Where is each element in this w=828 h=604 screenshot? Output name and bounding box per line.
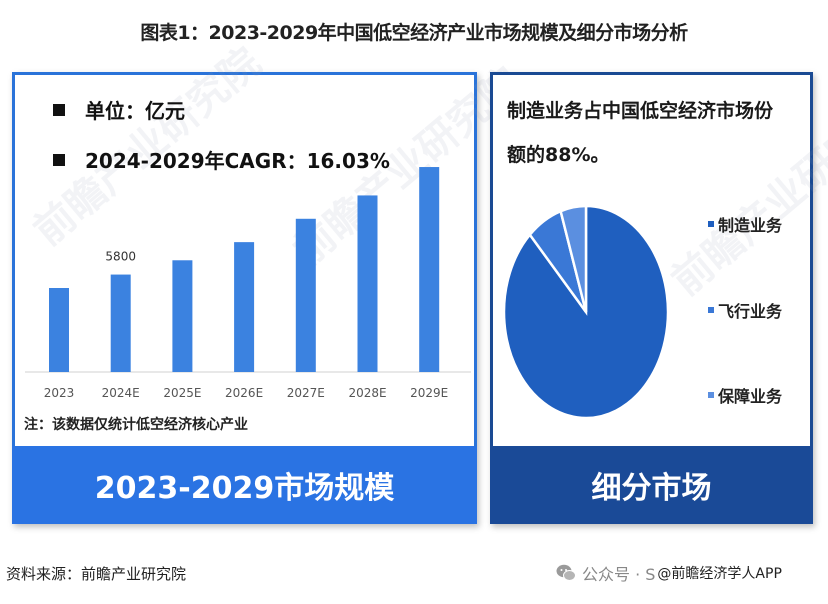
x-tick-label: 2027E: [287, 386, 325, 400]
legend-swatch: [708, 392, 714, 398]
banner-text: 2023-2029市场规模: [94, 471, 395, 506]
legend-item-flight: 飞行业务: [708, 298, 782, 322]
wechat-attribution: 公众号 · S @前瞻经济学人APP: [556, 561, 782, 585]
cagr-text: 2024-2029年CAGR：16.03%: [85, 149, 390, 173]
x-tick-label: 2028E: [348, 386, 386, 400]
wechat-label: 公众号 · S: [582, 565, 656, 584]
bullet-square-icon: [53, 103, 65, 116]
source-text: 资料来源：前瞻产业研究院: [6, 565, 187, 583]
bar: [357, 195, 378, 372]
legend-label: 飞行业务: [718, 302, 783, 321]
x-tick-label: 2023: [44, 386, 75, 400]
x-tick-label: 2029E: [410, 386, 448, 400]
market-size-banner: 2023-2029市场规模: [12, 446, 477, 524]
bar: [234, 242, 255, 372]
chart-note: 注：该数据仅统计低空经济核心产业: [24, 417, 248, 433]
bar: [172, 260, 193, 372]
bar-chart: 2023 2024E 5800 2025E 2026E 2027E 2028E 2029E: [25, 167, 471, 400]
pie-heading-line2: 额的88%。: [507, 144, 610, 166]
pie-chart: [502, 204, 670, 420]
segment-panel: 前瞻产业研究院 制造业务占中国低空经济市场份 额的88%。 制造业务 飞行业务 …: [490, 72, 828, 524]
bar: [419, 167, 440, 372]
pie-heading: 制造业务占中国低空经济市场份 额的88%。: [507, 89, 807, 177]
unit-line: 单位：亿元: [53, 95, 185, 124]
x-tick-label: 2024E: [102, 386, 140, 400]
segment-banner: 细分市场: [490, 446, 813, 524]
market-size-panel: 前瞻产业研究院 前瞻产业研究院 单位：亿元 2024-2029年CAGR：16.…: [12, 39, 530, 524]
data-label: 5800: [105, 250, 136, 264]
figure-title: 图表1：2023-2029年中国低空经济产业市场规模及细分市场分析: [140, 22, 688, 44]
wechat-icon: [556, 564, 576, 581]
x-tick-label: 2026E: [225, 386, 263, 400]
unit-text: 单位：亿元: [85, 99, 185, 123]
bar: [110, 274, 131, 372]
legend-label: 制造业务: [718, 216, 783, 235]
legend-swatch: [708, 307, 714, 313]
bar: [49, 288, 69, 372]
bar: [295, 218, 316, 372]
legend-swatch: [708, 221, 714, 227]
legend-item-support: 保障业务: [708, 383, 782, 407]
banner-text: 细分市场: [591, 471, 712, 506]
wechat-handle: @前瞻经济学人APP: [657, 566, 782, 582]
bullet-square-icon: [53, 153, 65, 166]
cagr-line: 2024-2029年CAGR：16.03%: [53, 145, 390, 174]
pie-slice: [559, 204, 588, 313]
x-tick-label: 2025E: [163, 386, 201, 400]
legend-label: 保障业务: [718, 387, 783, 406]
pie-heading-line1: 制造业务占中国低空经济市场份: [507, 100, 774, 122]
legend-item-manufacturing: 制造业务: [708, 212, 782, 236]
